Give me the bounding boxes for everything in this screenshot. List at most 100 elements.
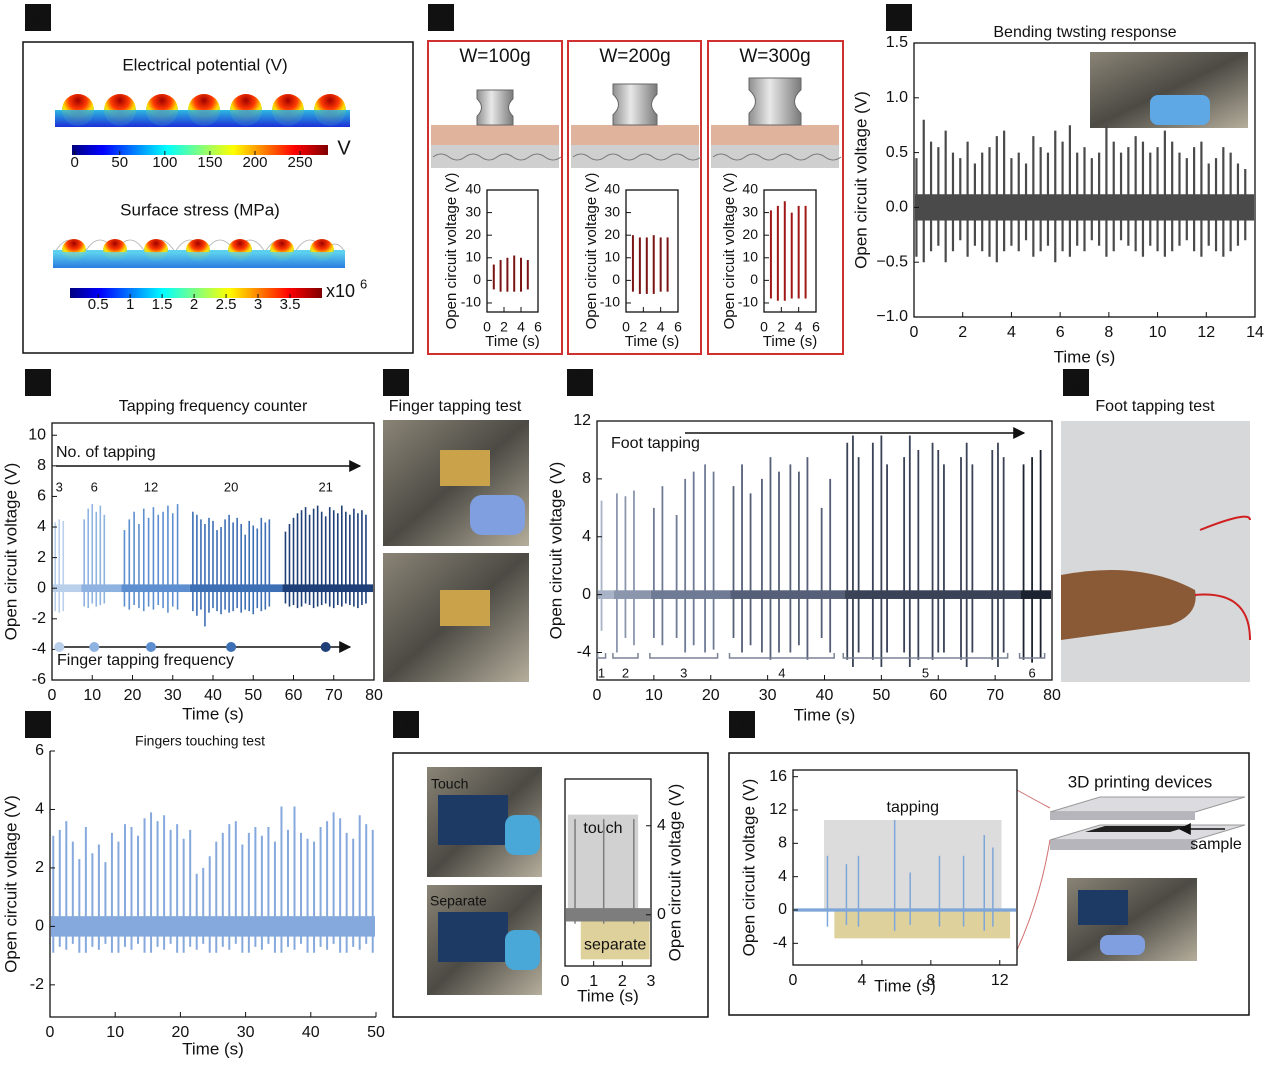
- panel-title: Foot tapping test: [1095, 398, 1215, 415]
- x-tick-label: 6: [674, 319, 682, 335]
- span: [824, 820, 1002, 910]
- frequency-dot: [146, 642, 157, 652]
- weight: [612, 83, 658, 126]
- y-tick-label: 12: [769, 801, 787, 818]
- x-tick-label: 6: [1056, 324, 1065, 341]
- skin-layer: [571, 125, 699, 145]
- device: [440, 450, 490, 486]
- y-axis-label: Open circuit voltage (V): [665, 784, 684, 962]
- y-axis-label: Open circuit voltage (V): [546, 462, 565, 640]
- noise-band: [650, 590, 731, 599]
- x-axis-label: Time (s): [625, 333, 679, 350]
- panel-frame: [427, 40, 563, 355]
- x-tick-label: 80: [365, 687, 383, 704]
- y-tick-label: 0.5: [886, 144, 908, 161]
- x-tick-label: 50: [872, 687, 890, 704]
- map-title: Electrical potential (V): [122, 55, 287, 74]
- noise-band: [81, 584, 122, 593]
- y-tick-label: 0: [35, 918, 44, 935]
- y-tick-label: 10: [28, 426, 46, 443]
- y-tick-label: 0: [473, 271, 481, 287]
- colorbar-exponent: 6: [360, 276, 367, 291]
- weight: [748, 77, 802, 126]
- y-tick-label: 10: [742, 248, 758, 264]
- chart-title: Bending twsting response: [993, 24, 1176, 41]
- sensor-wave: [572, 153, 702, 161]
- y-tick-label: 4: [35, 801, 44, 818]
- x-tick-label: 10: [1149, 324, 1167, 341]
- span-label: tapping: [887, 799, 940, 816]
- panel-label-box: [886, 4, 912, 31]
- x-tick-label: 40: [204, 687, 222, 704]
- panel-frame: [567, 40, 702, 355]
- x-tick-label: 2: [777, 319, 785, 335]
- y-tick-label: 20: [604, 226, 620, 242]
- chart-title: W=300g: [739, 46, 810, 67]
- y-tick-label: 1.5: [886, 34, 908, 51]
- x-axis-label: Time (s): [1054, 347, 1116, 366]
- x-axis-label: Time (s): [763, 333, 817, 350]
- panel-label-box: [1063, 369, 1089, 396]
- device-label: sample: [1190, 836, 1242, 853]
- x-tick-label: 0: [483, 319, 491, 335]
- device-top: [1049, 796, 1246, 813]
- noise-band: [794, 908, 1016, 912]
- layout: [22, 40, 1251, 1018]
- colorbar-tick-label: 0.5: [88, 296, 109, 313]
- y-tick-label: -10: [600, 294, 620, 310]
- x-tick-label: 30: [164, 687, 182, 704]
- frequency-dot: [54, 642, 65, 652]
- panel-label: b: [436, 7, 447, 28]
- panel-label: e: [391, 372, 402, 393]
- colorbar: [70, 288, 322, 298]
- chart-title: Tapping frequency counter: [119, 398, 308, 415]
- colorbar-tick-label: 250: [288, 154, 313, 171]
- x-tick-label: 12: [1197, 324, 1215, 341]
- y-tick-label: 20: [742, 226, 758, 242]
- x-tick-label: 0: [789, 972, 798, 989]
- segment-bracket: [596, 653, 607, 659]
- x-tick-label: 40: [816, 687, 834, 704]
- colorbar-tick-label: 2: [190, 296, 198, 313]
- plot-frame: [763, 189, 817, 313]
- wire: [1194, 515, 1251, 641]
- x-tick-label: 4: [795, 319, 803, 335]
- x-axis-label: Time (s): [874, 976, 936, 995]
- x-tick-label: 60: [285, 687, 303, 704]
- x-tick-label: 80: [1043, 687, 1061, 704]
- chart-title: Fingers touching test: [135, 733, 265, 749]
- noise-band: [613, 590, 651, 599]
- noise-band: [121, 584, 190, 593]
- plot-frame: [792, 769, 1018, 966]
- annotation: Foot tapping: [611, 435, 700, 452]
- y-tick-label: 6: [37, 488, 46, 505]
- x-tick-label: 8: [1104, 324, 1113, 341]
- annotation: No. of tapping: [56, 444, 156, 461]
- y-tick-label: 4: [657, 817, 666, 834]
- y-tick-label: 0: [582, 586, 591, 603]
- segment-bracket: [649, 653, 719, 659]
- x-tick-label: 20: [172, 1024, 190, 1041]
- colorbar-unit: x10: [326, 281, 355, 301]
- x-tick-label: 3: [647, 973, 656, 990]
- span-label: separate: [584, 937, 646, 954]
- colorbar-unit: V: [337, 137, 351, 159]
- x-tick-label: 0: [46, 1024, 55, 1041]
- x-axis-label: Time (s): [182, 704, 244, 723]
- x-tick-label: 20: [702, 687, 720, 704]
- frequency-dot: [226, 642, 237, 652]
- sensor-wave: [432, 153, 562, 161]
- y-tick-label: 12: [573, 412, 591, 429]
- x-tick-label: 6: [812, 319, 820, 335]
- x-tick-label: 10: [83, 687, 101, 704]
- x-axis-label: Time (s): [794, 705, 856, 724]
- y-tick-label: 6: [35, 742, 44, 759]
- panel-label: h: [33, 714, 44, 735]
- sensor-layer: [571, 145, 699, 168]
- colorbar-tick-label: 200: [242, 154, 267, 171]
- segment-label: 6: [1028, 665, 1035, 680]
- tap-count: 6: [91, 479, 98, 494]
- photo-label: Separate: [430, 893, 487, 909]
- panel-frame: [728, 752, 1250, 1016]
- sample: [1085, 826, 1190, 832]
